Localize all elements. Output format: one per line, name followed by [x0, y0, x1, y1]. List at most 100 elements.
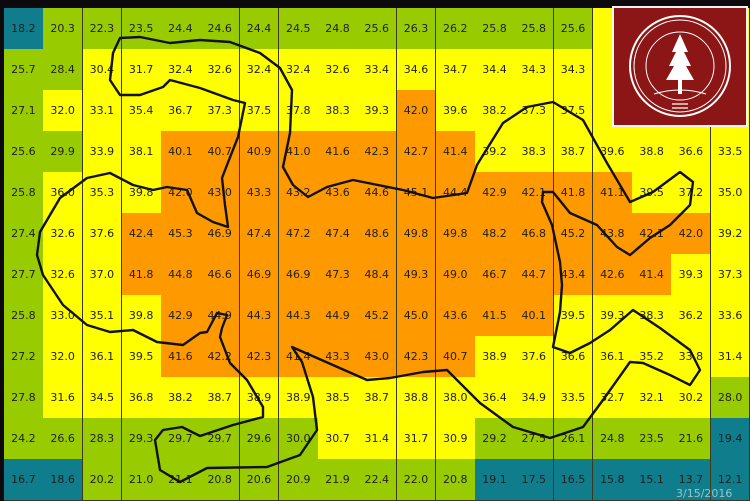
heatmap-cell: 27.8 [4, 377, 44, 419]
heatmap-cell: 39.5 [121, 336, 162, 378]
heatmap-cell: 26.1 [553, 418, 594, 460]
heatmap-cell: 39.6 [435, 90, 476, 132]
heatmap-cell: 48.4 [357, 254, 398, 296]
heatmap-cell: 42.9 [475, 172, 515, 214]
heatmap-cell: 32.4 [278, 49, 319, 91]
heatmap-cell: 38.3 [318, 90, 358, 132]
heatmap-cell: 19.1 [475, 459, 515, 501]
heatmap-cell: 32.1 [632, 377, 672, 419]
heatmap-cell: 12.1 [710, 459, 750, 501]
heatmap-cell: 15.1 [632, 459, 672, 501]
heatmap-cell: 38.0 [435, 377, 476, 419]
heatmap-cell: 34.7 [435, 49, 476, 91]
heatmap-cell: 18.2 [4, 8, 44, 50]
heatmap-cell: 37.5 [553, 90, 594, 132]
heatmap-cell: 30.0 [278, 418, 319, 460]
heatmap-cell: 38.2 [475, 90, 515, 132]
heatmap-cell: 32.6 [43, 254, 83, 296]
heatmap-cell: 29.3 [121, 418, 162, 460]
heatmap-cell: 34.5 [82, 377, 123, 419]
heatmap-cell: 27.1 [4, 90, 44, 132]
heatmap-cell: 25.8 [475, 8, 515, 50]
heatmap-cell: 36.0 [43, 172, 83, 214]
heatmap-cell: 24.2 [4, 418, 44, 460]
heatmap-cell: 40.1 [514, 295, 555, 337]
heatmap-cell: 44.4 [435, 172, 476, 214]
heatmap-cell: 30.4 [82, 49, 123, 91]
heatmap-cell: 41.8 [553, 172, 594, 214]
heatmap-cell: 39.8 [121, 172, 162, 214]
heatmap-cell: 29.7 [200, 418, 241, 460]
heatmap-cell: 42.9 [161, 295, 201, 337]
heatmap-cell: 39.5 [632, 172, 672, 214]
heatmap-cell: 39.3 [357, 90, 398, 132]
heatmap-cell: 29.9 [43, 131, 83, 173]
heatmap-cell: 32.0 [43, 336, 83, 378]
heatmap-cell: 34.3 [514, 49, 555, 91]
heatmap-cell: 33.0 [43, 295, 83, 337]
heatmap-cell: 24.8 [318, 8, 358, 50]
heatmap-cell: 47.4 [318, 213, 358, 255]
seal-icon [629, 15, 731, 117]
heatmap-cell: 42.1 [632, 213, 672, 255]
heatmap-cell: 37.6 [514, 336, 555, 378]
heatmap-cell: 22.3 [82, 8, 123, 50]
heatmap-cell: 39.3 [592, 295, 633, 337]
heatmap-cell: 42.1 [514, 172, 555, 214]
heatmap-cell: 46.9 [200, 213, 241, 255]
heatmap-cell: 34.6 [396, 49, 437, 91]
heatmap-cell: 37.0 [82, 254, 123, 296]
heatmap-cell: 33.4 [357, 49, 398, 91]
heatmap-cell: 47.4 [239, 213, 280, 255]
heatmap-cell: 35.4 [121, 90, 162, 132]
heatmap-cell: 26.3 [396, 8, 437, 50]
heatmap-cell: 41.4 [632, 254, 672, 296]
heatmap-cell: 20.9 [278, 459, 319, 501]
heatmap-cell: 42.2 [200, 336, 241, 378]
heatmap-cell: 44.9 [318, 295, 358, 337]
heatmap-cell: 22.4 [357, 459, 398, 501]
heatmap-cell: 27.7 [4, 254, 44, 296]
heatmap-cell: 34.9 [514, 377, 555, 419]
heatmap-cell: 26.6 [43, 418, 83, 460]
heatmap-cell: 20.8 [435, 459, 476, 501]
heatmap-cell: 38.3 [632, 295, 672, 337]
heatmap-cell: 38.8 [632, 131, 672, 173]
heatmap-cell: 16.5 [553, 459, 594, 501]
heatmap-cell: 46.7 [475, 254, 515, 296]
heatmap-cell: 27.4 [4, 213, 44, 255]
heatmap-cell: 31.4 [710, 336, 750, 378]
heatmap-cell: 16.7 [4, 459, 44, 501]
heatmap-cell: 28.0 [710, 377, 750, 419]
heatmap-cell: 30.2 [671, 377, 712, 419]
heatmap-cell: 24.4 [239, 8, 280, 50]
heatmap-cell: 46.9 [239, 254, 280, 296]
heatmap-cell: 43.6 [435, 295, 476, 337]
heatmap-cell: 25.6 [553, 8, 594, 50]
heatmap-cell: 37.5 [239, 90, 280, 132]
heatmap-cell: 20.6 [239, 459, 280, 501]
heatmap-cell: 48.2 [475, 213, 515, 255]
heatmap-cell: 49.0 [435, 254, 476, 296]
heatmap-cell: 35.3 [82, 172, 123, 214]
heatmap-cell: 46.8 [514, 213, 555, 255]
heatmap-cell: 28.4 [43, 49, 83, 91]
heatmap-cell: 20.8 [200, 459, 241, 501]
heatmap-cell: 35.2 [632, 336, 672, 378]
heatmap-cell: 32.6 [318, 49, 358, 91]
heatmap-cell: 33.1 [82, 90, 123, 132]
heatmap-cell: 36.7 [161, 90, 201, 132]
heatmap-cell: 37.6 [82, 213, 123, 255]
heatmap-cell: 38.1 [121, 131, 162, 173]
heatmap-cell: 41.8 [121, 254, 162, 296]
heatmap-cell: 23.5 [632, 418, 672, 460]
heatmap-cell: 32.0 [43, 90, 83, 132]
heatmap-cell: 41.1 [592, 172, 633, 214]
heatmap-cell: 46.6 [200, 254, 241, 296]
heatmap-cell: 34.3 [553, 49, 594, 91]
heatmap-cell: 38.9 [475, 336, 515, 378]
heatmap-cell: 49.3 [396, 254, 437, 296]
heatmap-cell: 37.3 [710, 254, 750, 296]
heatmap-cell: 20.2 [82, 459, 123, 501]
heatmap-cell: 47.3 [318, 254, 358, 296]
